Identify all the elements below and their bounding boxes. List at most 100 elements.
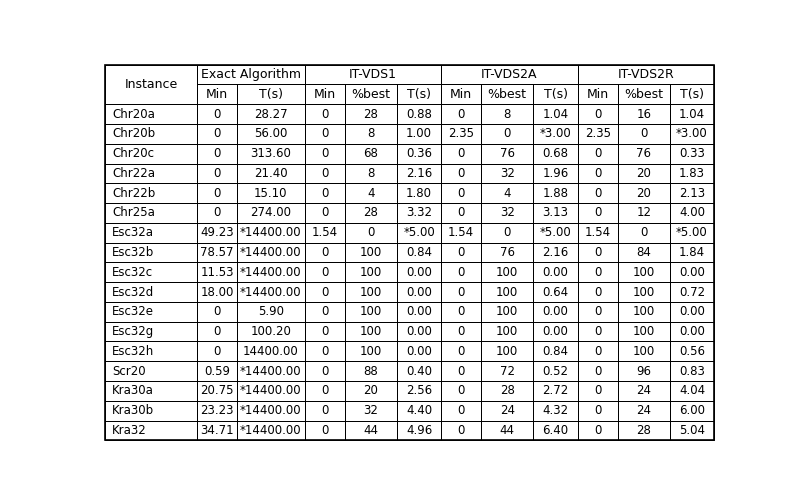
Text: 100: 100 <box>360 306 382 318</box>
Text: Min: Min <box>450 88 472 101</box>
Bar <box>441 242 481 262</box>
Bar <box>237 342 304 361</box>
Text: 0: 0 <box>321 167 328 180</box>
Bar <box>304 184 344 203</box>
Text: 0: 0 <box>321 325 328 338</box>
Bar <box>237 302 304 322</box>
Bar <box>344 322 397 342</box>
Text: Min: Min <box>206 88 228 101</box>
Bar <box>304 401 344 420</box>
Bar <box>304 223 344 242</box>
Bar <box>304 322 344 342</box>
Bar <box>197 124 237 144</box>
Bar <box>441 144 481 164</box>
Text: 100: 100 <box>633 266 655 279</box>
Bar <box>578 223 618 242</box>
Text: 0: 0 <box>458 206 465 220</box>
Bar <box>304 64 441 84</box>
Bar <box>534 223 578 242</box>
Text: 20.75: 20.75 <box>201 384 234 398</box>
Bar <box>441 104 481 124</box>
Bar <box>441 124 481 144</box>
Text: Esc32e: Esc32e <box>112 306 154 318</box>
Text: 32: 32 <box>500 167 515 180</box>
Bar <box>578 64 714 84</box>
Bar <box>441 342 481 361</box>
Text: Chr22b: Chr22b <box>112 186 156 200</box>
Text: 1.00: 1.00 <box>406 128 432 140</box>
Bar <box>197 401 237 420</box>
Bar <box>670 322 714 342</box>
Text: IT-VDS2A: IT-VDS2A <box>481 68 538 81</box>
Text: 24: 24 <box>636 404 651 417</box>
Text: 0: 0 <box>321 246 328 259</box>
Text: 0: 0 <box>321 206 328 220</box>
Text: %best: %best <box>624 88 663 101</box>
Text: 0: 0 <box>594 147 602 160</box>
Bar <box>618 203 670 223</box>
Text: 24: 24 <box>499 404 515 417</box>
Bar <box>397 362 441 381</box>
Bar <box>397 84 441 104</box>
Text: 100: 100 <box>360 246 382 259</box>
Text: Esc32b: Esc32b <box>112 246 154 259</box>
Bar <box>197 282 237 302</box>
Bar <box>397 420 441 440</box>
Text: 1.80: 1.80 <box>406 186 432 200</box>
Bar <box>578 104 618 124</box>
Text: 0: 0 <box>458 424 465 437</box>
Bar <box>578 302 618 322</box>
Bar <box>481 342 534 361</box>
Bar <box>344 124 397 144</box>
Text: 1.04: 1.04 <box>679 108 705 120</box>
Bar <box>304 302 344 322</box>
Bar <box>534 342 578 361</box>
Text: 2.35: 2.35 <box>448 128 474 140</box>
Text: 0.72: 0.72 <box>679 286 705 298</box>
Text: 0: 0 <box>458 286 465 298</box>
Bar <box>237 184 304 203</box>
Text: Esc32d: Esc32d <box>112 286 154 298</box>
Bar <box>105 164 197 184</box>
Text: 0.52: 0.52 <box>543 364 569 378</box>
Bar <box>481 242 534 262</box>
Text: 0: 0 <box>321 286 328 298</box>
Bar <box>534 381 578 401</box>
Bar <box>618 223 670 242</box>
Bar <box>578 322 618 342</box>
Bar <box>397 381 441 401</box>
Text: *14400.00: *14400.00 <box>240 384 302 398</box>
Bar <box>618 362 670 381</box>
Text: 4.04: 4.04 <box>679 384 705 398</box>
Bar <box>237 104 304 124</box>
Text: 1.54: 1.54 <box>312 226 338 239</box>
Bar <box>534 420 578 440</box>
Bar <box>105 420 197 440</box>
Bar <box>344 164 397 184</box>
Bar <box>534 302 578 322</box>
Text: 100: 100 <box>496 286 519 298</box>
Bar <box>304 282 344 302</box>
Bar <box>481 104 534 124</box>
Text: 28.27: 28.27 <box>254 108 288 120</box>
Text: T(s): T(s) <box>680 88 704 101</box>
Text: Chr20c: Chr20c <box>112 147 154 160</box>
Bar <box>618 381 670 401</box>
Text: 0: 0 <box>458 186 465 200</box>
Bar <box>670 104 714 124</box>
Text: 0: 0 <box>213 128 221 140</box>
Text: 0: 0 <box>458 364 465 378</box>
Text: 0: 0 <box>458 167 465 180</box>
Bar <box>618 164 670 184</box>
Text: 0: 0 <box>458 325 465 338</box>
Text: Esc32a: Esc32a <box>112 226 154 239</box>
Text: 0: 0 <box>213 345 221 358</box>
Bar <box>441 64 578 84</box>
Text: 4: 4 <box>367 186 375 200</box>
Text: *3.00: *3.00 <box>539 128 571 140</box>
Text: 0.68: 0.68 <box>543 147 569 160</box>
Text: 0: 0 <box>458 384 465 398</box>
Text: 1.54: 1.54 <box>585 226 610 239</box>
Bar <box>105 302 197 322</box>
Text: 6.00: 6.00 <box>679 404 705 417</box>
